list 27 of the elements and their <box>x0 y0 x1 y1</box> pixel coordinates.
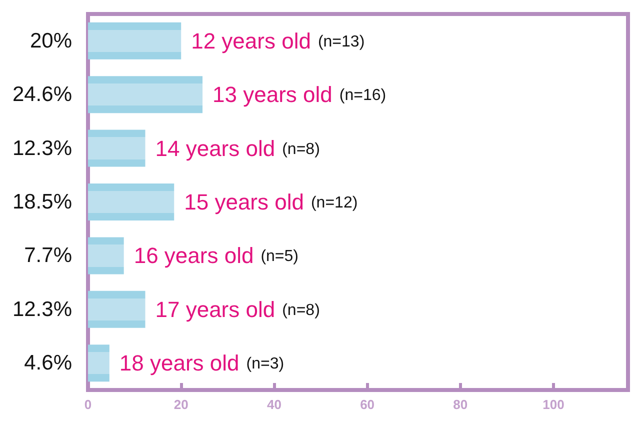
x-tick-label: 0 <box>84 397 92 412</box>
bar <box>88 22 182 60</box>
data-label: 12.3% <box>12 298 72 321</box>
data-label: 20% <box>30 29 72 52</box>
bar <box>88 76 203 114</box>
y-tick-label: 12 years old (n=13) <box>191 28 365 54</box>
bar <box>88 130 146 167</box>
bar <box>88 290 146 328</box>
x-tick-label: 80 <box>453 397 468 412</box>
y-tick-label: 18 years old (n=3) <box>119 350 284 376</box>
y-tick-label: 14 years old (n=8) <box>155 136 320 161</box>
x-tick-label: 60 <box>360 397 375 412</box>
bar <box>88 184 174 220</box>
data-label: 7.7% <box>24 244 72 268</box>
y-tick-label: 16 years old (n=5) <box>134 243 298 268</box>
data-label: 18.5% <box>12 190 72 214</box>
x-tick-label: 100 <box>542 397 564 412</box>
x-tick-label: 40 <box>266 397 282 412</box>
data-label: 4.6% <box>24 352 72 375</box>
y-tick-label: 17 years old (n=8) <box>155 296 320 322</box>
bar <box>88 237 124 274</box>
y-tick-label: 13 years old (n=16) <box>212 82 386 108</box>
x-tick-label: 20 <box>174 397 188 412</box>
data-label: 12.3% <box>12 136 72 160</box>
y-tick-label: 15 years old (n=12) <box>184 190 358 214</box>
bar <box>88 344 110 382</box>
data-label: 24.6% <box>12 83 72 106</box>
